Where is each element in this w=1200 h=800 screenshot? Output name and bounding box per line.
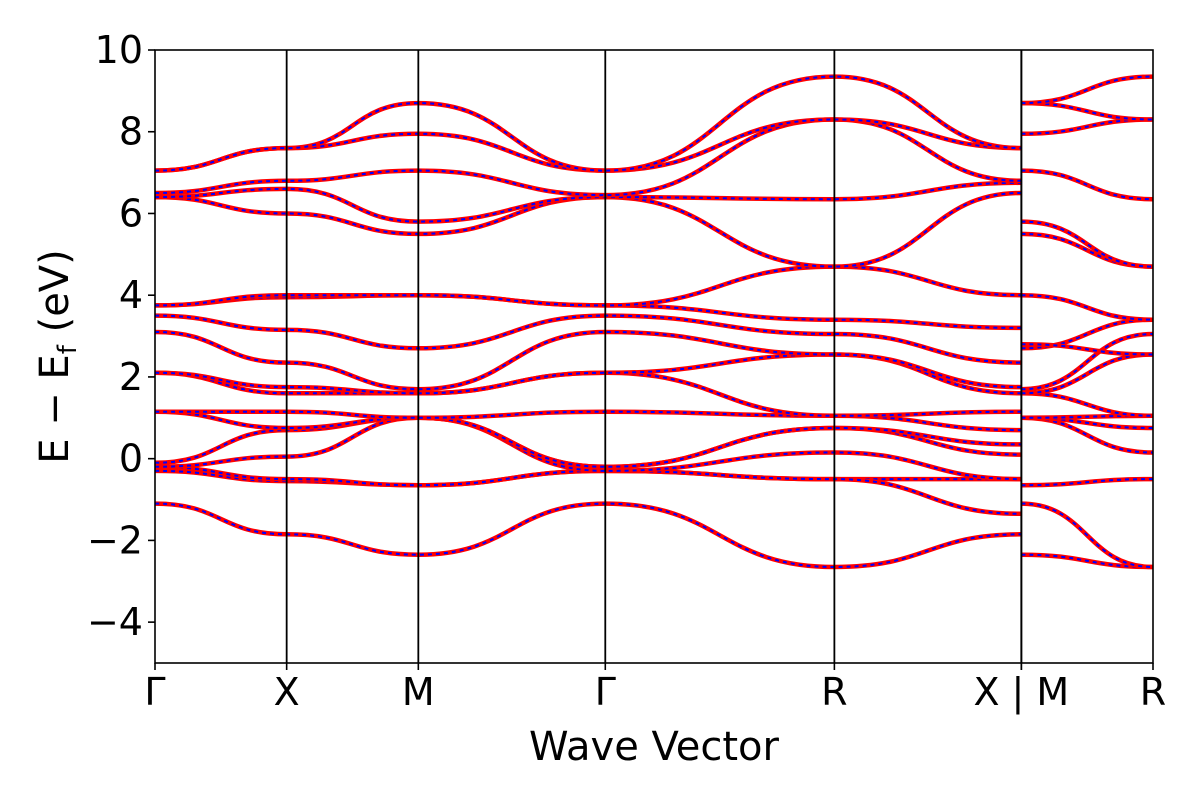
y-tick-label: −2 bbox=[87, 518, 143, 562]
band-line-dashed-24 bbox=[1021, 392, 1154, 417]
x-tick-label: R bbox=[1140, 670, 1166, 714]
x-tick-label: X bbox=[274, 670, 300, 714]
band-line-dashed-13 bbox=[154, 192, 1022, 268]
y-tick-label: 10 bbox=[95, 28, 143, 72]
y-tick-label: 0 bbox=[119, 437, 143, 481]
band-line-dashed-3 bbox=[154, 416, 1022, 481]
band-line-30 bbox=[1021, 231, 1154, 269]
x-ticks-layer: Γ X M Γ R X | M R bbox=[144, 663, 1166, 715]
band-line-dashed-16 bbox=[154, 118, 1022, 172]
band-line-dashed-35 bbox=[1021, 75, 1154, 105]
band-line-dashed-17 bbox=[154, 75, 1022, 172]
y-axis-title-unit: (eV) bbox=[32, 249, 78, 345]
y-tick-label: 2 bbox=[119, 355, 143, 399]
band-line-dashed-28 bbox=[1021, 343, 1154, 356]
y-tick-label: 6 bbox=[119, 191, 143, 235]
band-line-dashed-31 bbox=[1021, 220, 1154, 268]
band-line-16 bbox=[154, 117, 1022, 173]
band-line-dashed-19 bbox=[1021, 478, 1154, 487]
y-axis-title: E − Ef (eV) bbox=[32, 249, 83, 464]
band-line-13 bbox=[154, 190, 1022, 269]
y-axis-title-subscript: f bbox=[53, 344, 83, 354]
x-tick-label: Γ bbox=[595, 670, 616, 714]
band-line-11 bbox=[154, 292, 1022, 331]
y-axis-title-main: E − E bbox=[32, 354, 78, 464]
band-line-dashed-5 bbox=[154, 410, 1022, 468]
bands-layer bbox=[154, 74, 1154, 570]
band-line-dashed-15 bbox=[154, 118, 1022, 197]
y-tick-label: 8 bbox=[119, 110, 143, 154]
band-line-dashed-32 bbox=[1021, 169, 1154, 201]
x-tick-label: X | M bbox=[973, 670, 1069, 715]
x-tick-label: R bbox=[821, 670, 847, 714]
band-line-dashed-10 bbox=[154, 314, 1022, 364]
band-line-dashed-9 bbox=[154, 330, 1022, 391]
band-line-dashed-34 bbox=[1021, 102, 1154, 121]
band-line-15 bbox=[154, 117, 1022, 198]
band-line-4 bbox=[154, 415, 1022, 470]
x-tick-label: Γ bbox=[144, 670, 165, 714]
band-line-dashed-7 bbox=[154, 371, 1022, 417]
band-line-31 bbox=[1021, 219, 1154, 269]
band-line-12 bbox=[154, 264, 1022, 308]
y-tick-label: −4 bbox=[87, 600, 143, 644]
band-line-dashed-2 bbox=[154, 465, 1022, 515]
y-tick-label: 4 bbox=[119, 273, 143, 317]
band-line-0 bbox=[154, 501, 1022, 570]
band-line-dashed-29 bbox=[1021, 294, 1154, 321]
band-line-7 bbox=[154, 370, 1022, 419]
band-line-dashed-4 bbox=[154, 416, 1022, 468]
plot-frame bbox=[154, 49, 1154, 664]
kpoint-lines-layer bbox=[285, 50, 1023, 663]
x-axis-title: Wave Vector bbox=[529, 724, 780, 770]
band-line-dashed-14 bbox=[154, 181, 1022, 223]
band-line-dashed-26 bbox=[1021, 333, 1154, 391]
y-ticks-layer: −4 −2 0 2 4 6 8 10 bbox=[87, 28, 155, 644]
band-line-2 bbox=[154, 464, 1022, 517]
band-line-dashed-20 bbox=[1021, 502, 1154, 568]
x-tick-label: M bbox=[402, 670, 435, 714]
